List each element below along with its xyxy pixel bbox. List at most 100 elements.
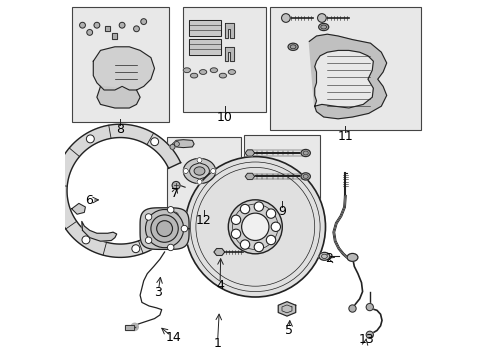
Bar (125, 325, 134, 330)
Circle shape (119, 22, 125, 28)
Bar (105, 26, 110, 31)
Ellipse shape (318, 23, 328, 31)
Ellipse shape (346, 253, 357, 261)
Text: 5: 5 (285, 324, 293, 337)
Circle shape (172, 181, 180, 189)
Bar (188, 39, 221, 55)
Circle shape (366, 331, 373, 338)
Bar (167, 137, 241, 212)
Circle shape (366, 303, 373, 311)
Bar (188, 39, 221, 55)
Circle shape (57, 181, 64, 189)
Circle shape (181, 225, 187, 232)
Text: 7: 7 (170, 187, 178, 200)
Ellipse shape (183, 158, 215, 184)
Polygon shape (278, 302, 295, 316)
Ellipse shape (199, 70, 206, 75)
Circle shape (281, 14, 289, 22)
Circle shape (174, 141, 179, 147)
Polygon shape (224, 47, 233, 61)
Text: 13: 13 (358, 333, 373, 346)
Text: 12: 12 (196, 214, 211, 227)
Ellipse shape (190, 73, 197, 78)
Text: 3: 3 (154, 286, 162, 299)
Circle shape (145, 237, 151, 243)
Ellipse shape (318, 252, 329, 260)
Bar (183, 7, 265, 112)
Bar (105, 26, 110, 31)
Polygon shape (93, 47, 154, 90)
Circle shape (141, 19, 146, 24)
Polygon shape (54, 124, 183, 257)
Circle shape (197, 179, 202, 184)
Circle shape (145, 210, 183, 248)
Ellipse shape (228, 70, 235, 75)
Polygon shape (244, 150, 254, 156)
Circle shape (266, 235, 275, 245)
Polygon shape (224, 23, 233, 38)
Circle shape (80, 22, 85, 28)
Circle shape (150, 138, 158, 146)
Text: 11: 11 (337, 130, 352, 143)
Circle shape (231, 229, 240, 238)
Circle shape (197, 158, 202, 163)
Circle shape (240, 204, 249, 214)
Ellipse shape (219, 73, 226, 78)
Text: 4: 4 (216, 279, 224, 292)
Ellipse shape (194, 167, 204, 175)
Circle shape (131, 323, 138, 330)
Text: 14: 14 (165, 331, 181, 344)
Polygon shape (97, 86, 140, 108)
Polygon shape (244, 173, 254, 180)
Circle shape (228, 200, 282, 254)
Circle shape (231, 215, 240, 225)
Circle shape (170, 144, 175, 149)
Circle shape (183, 168, 188, 174)
Circle shape (82, 236, 90, 244)
Circle shape (170, 212, 178, 220)
Bar (72, 7, 168, 122)
Circle shape (145, 214, 151, 220)
Text: 1: 1 (213, 337, 221, 350)
Text: 2: 2 (325, 252, 332, 265)
Polygon shape (72, 203, 85, 214)
Text: 8: 8 (116, 123, 124, 136)
Circle shape (210, 168, 215, 174)
Ellipse shape (183, 68, 190, 73)
Polygon shape (81, 221, 117, 241)
Bar (112, 33, 117, 39)
Text: 10: 10 (216, 111, 232, 123)
Text: 9: 9 (278, 205, 285, 218)
Circle shape (132, 245, 140, 253)
Ellipse shape (210, 68, 217, 73)
Circle shape (86, 135, 94, 143)
Circle shape (254, 202, 263, 211)
Circle shape (167, 207, 174, 213)
Polygon shape (213, 248, 224, 256)
Circle shape (270, 222, 280, 231)
Circle shape (156, 221, 172, 237)
Bar (269, 7, 420, 130)
Circle shape (151, 215, 178, 242)
Circle shape (317, 14, 325, 22)
Circle shape (266, 209, 275, 218)
Circle shape (254, 242, 263, 252)
Bar (125, 325, 134, 330)
Circle shape (241, 213, 268, 240)
Text: 6: 6 (85, 194, 93, 207)
Ellipse shape (287, 43, 298, 50)
Polygon shape (309, 34, 386, 119)
Circle shape (185, 157, 325, 297)
Bar (112, 33, 117, 39)
Polygon shape (140, 208, 189, 249)
Bar (188, 20, 221, 36)
Polygon shape (172, 140, 194, 148)
Circle shape (240, 240, 249, 249)
Bar (244, 135, 320, 203)
Circle shape (167, 244, 174, 251)
Circle shape (94, 22, 100, 28)
Circle shape (133, 26, 139, 32)
Circle shape (87, 30, 92, 35)
Bar (188, 20, 221, 36)
Circle shape (348, 305, 355, 312)
